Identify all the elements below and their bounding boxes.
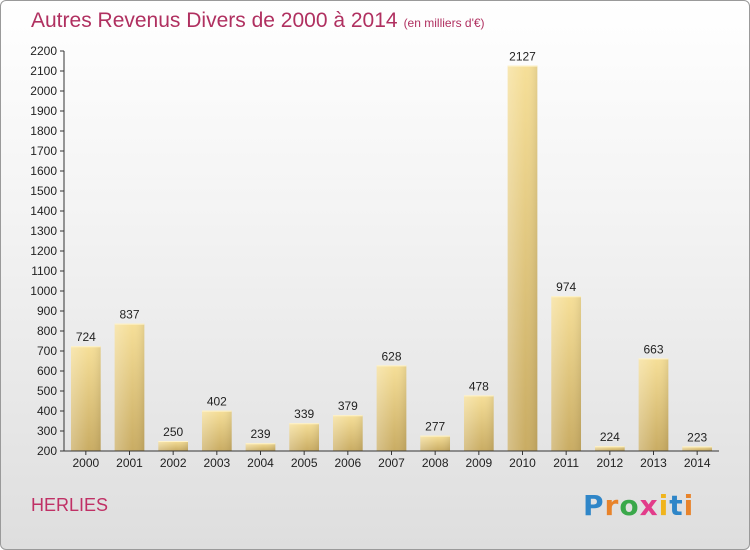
chart-subtitle: (en milliers d'€) — [403, 16, 485, 30]
y-axis: 200 300 400 500 600 700 800 900 1000 1100 1200 1300… — [30, 44, 65, 458]
x-tick-label: 2004 — [247, 456, 274, 470]
data-label: 2127 — [509, 50, 536, 64]
data-label: 239 — [250, 427, 270, 441]
data-label: 478 — [469, 379, 489, 393]
data-label: 339 — [294, 407, 314, 421]
bar-shade — [158, 441, 189, 451]
y-tick-label: 1400 — [30, 204, 57, 218]
bars: 724 837 250 402 239 339 379 628 277 478 2127 974 224… — [70, 50, 713, 451]
proxiti-logo: Proxiti — [583, 489, 694, 522]
y-tick-label: 1100 — [31, 264, 57, 278]
x-tick-label: 2007 — [378, 456, 405, 470]
bar-shade — [376, 365, 407, 451]
data-label: 663 — [643, 342, 663, 356]
y-tick-label: 1600 — [30, 164, 57, 178]
x-tick-label: 2002 — [160, 456, 187, 470]
logo-letter: x — [639, 489, 659, 522]
bar-shade — [463, 395, 494, 451]
y-tick-label: 1700 — [30, 144, 57, 158]
y-tick-label: 2000 — [30, 84, 57, 98]
logo-letter: t — [669, 489, 684, 522]
bar-shade — [638, 358, 669, 451]
data-label: 628 — [381, 349, 401, 363]
y-tick-label: 300 — [37, 424, 57, 438]
y-tick-label: 1500 — [30, 184, 57, 198]
bar-shade — [201, 410, 232, 451]
data-label: 379 — [338, 399, 358, 413]
x-tick-label: 2013 — [640, 456, 667, 470]
x-tick-label: 2005 — [291, 456, 318, 470]
logo-letter: o — [619, 489, 640, 522]
title-text: Autres Revenus Divers de 2000 à 2014 — [31, 9, 398, 32]
y-tick-label: 700 — [37, 344, 57, 358]
logo-letter: P — [583, 489, 605, 522]
data-label: 974 — [556, 280, 576, 294]
data-label: 402 — [207, 395, 227, 409]
y-tick-label: 1300 — [30, 224, 57, 238]
x-tick-label: 2014 — [684, 456, 711, 470]
bar-shade — [682, 446, 713, 451]
y-tick-label: 1000 — [30, 284, 57, 298]
commune-name: HERLIES — [31, 495, 109, 515]
logo-letter: i — [658, 489, 670, 522]
chart-title: Autres Revenus Divers de 2000 à 2014 (en … — [31, 9, 485, 33]
y-tick-label: 600 — [37, 364, 57, 378]
x-axis: 2000 2001 2002 2003 2004 2005 2006 2007 2008 2009… — [64, 450, 719, 470]
bar-shade — [114, 323, 145, 451]
data-label: 277 — [425, 420, 445, 434]
x-tick-label: 2010 — [509, 456, 536, 470]
logo-letter: r — [604, 489, 620, 522]
bar-shade — [245, 443, 276, 451]
y-tick-label: 500 — [37, 384, 57, 398]
x-tick-label: 2012 — [596, 456, 623, 470]
x-tick-label: 2006 — [334, 456, 361, 470]
bar-shade — [70, 346, 101, 451]
data-label: 250 — [163, 425, 183, 439]
y-tick-label: 2100 — [30, 64, 57, 78]
data-label: 837 — [119, 308, 139, 322]
bar-shade — [507, 65, 538, 451]
y-tick-label: 1200 — [30, 244, 57, 258]
y-tick-label: 400 — [37, 404, 57, 418]
data-label: 223 — [687, 430, 707, 444]
y-tick-label: 1900 — [30, 104, 57, 118]
data-label: 724 — [76, 330, 96, 344]
x-tick-label: 2008 — [422, 456, 449, 470]
y-tick-label: 1800 — [30, 124, 57, 138]
bar-shade — [289, 423, 320, 451]
logo-letter: i — [683, 489, 695, 522]
y-tick-label: 2200 — [30, 44, 57, 58]
x-tick-label: 2001 — [116, 456, 143, 470]
y-tick-label: 900 — [37, 304, 57, 318]
x-tick-label: 2009 — [465, 456, 492, 470]
x-tick-label: 2011 — [553, 456, 579, 470]
bar-shade — [332, 415, 363, 451]
bar-shade — [551, 296, 582, 451]
y-tick-label: 200 — [37, 444, 57, 458]
bar-shade — [420, 435, 451, 451]
x-tick-label: 2003 — [203, 456, 230, 470]
bar-shade — [594, 446, 625, 451]
x-tick-label: 2000 — [72, 456, 99, 470]
data-label: 224 — [600, 430, 620, 444]
y-tick-label: 800 — [37, 324, 57, 338]
